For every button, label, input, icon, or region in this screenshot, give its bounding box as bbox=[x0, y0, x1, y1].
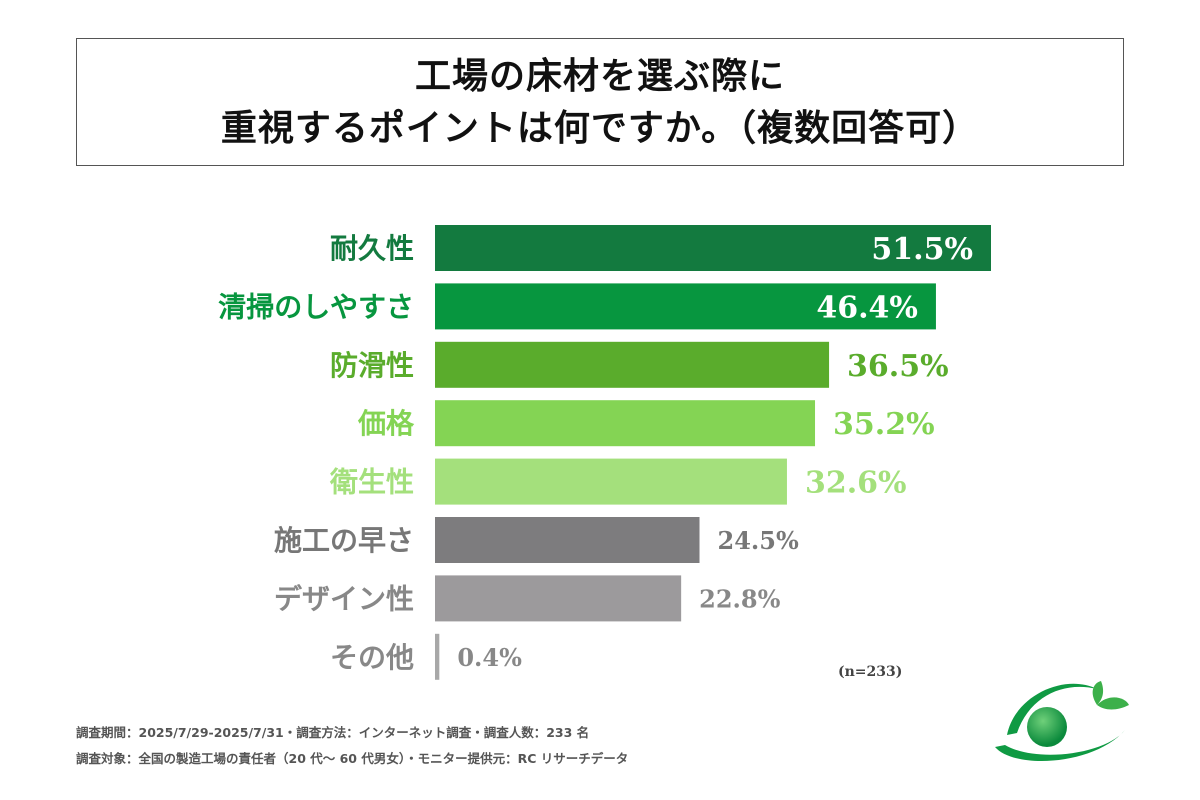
bar-8 bbox=[435, 633, 440, 680]
bar-2 bbox=[435, 283, 936, 330]
bar-3 bbox=[435, 341, 830, 388]
bar-5 bbox=[435, 458, 787, 505]
footer-survey-target: 調査対象：全国の製造工場の責任者（20 代〜 60 代男女）・モニター提供元：R… bbox=[76, 751, 629, 766]
bar-1 bbox=[435, 225, 991, 271]
value-label-4: 35.2% bbox=[833, 407, 935, 442]
chart-title-box: 工場の床材を選ぶ際に 重視するポイントは何ですか。（複数回答可） bbox=[76, 38, 1124, 166]
category-label-6: 施工の早さ bbox=[274, 524, 414, 557]
category-label-5: 衛生性 bbox=[329, 466, 414, 499]
bar-7 bbox=[435, 575, 682, 622]
value-label-6: 24.5% bbox=[718, 526, 799, 555]
value-label-5: 32.6% bbox=[805, 466, 907, 501]
value-label-8: 0.4% bbox=[457, 643, 522, 672]
category-label-1: 耐久性 bbox=[330, 232, 414, 265]
bar-chart: 耐久性 51.5% 清掃のしやすさ 46.4% 防滑性 36.5% 価格 35.2% 衛生性 32… bbox=[218, 225, 991, 680]
category-label-4: 価格 bbox=[357, 407, 415, 440]
chart-title-line-1: 工場の床材を選ぶ際に bbox=[414, 55, 785, 97]
value-label-2: 46.4% bbox=[816, 290, 918, 325]
sample-size-note: (n=233) bbox=[838, 664, 903, 680]
bar-4 bbox=[435, 400, 816, 447]
footer-survey-info: 調査期間：2025/7/29-2025/7/31・調査方法：インターネット調査・… bbox=[76, 725, 590, 740]
value-label-7: 22.8% bbox=[699, 584, 780, 613]
category-label-8: その他 bbox=[330, 641, 414, 674]
category-label-7: デザイン性 bbox=[274, 582, 414, 615]
value-label-1: 51.5% bbox=[871, 232, 973, 267]
category-label-2: 清掃のしやすさ bbox=[218, 290, 414, 323]
chart-title-line-2: 重視するポイントは何ですか。（複数回答可） bbox=[220, 107, 980, 149]
green-globe-leaf-logo-icon bbox=[995, 681, 1129, 762]
value-label-3: 36.5% bbox=[847, 349, 949, 384]
bar-6 bbox=[435, 517, 700, 563]
category-label-3: 防滑性 bbox=[330, 349, 414, 382]
